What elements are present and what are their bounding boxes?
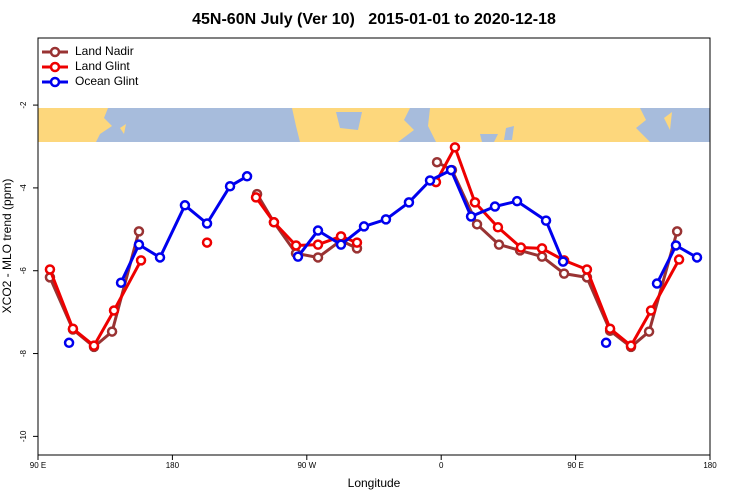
bay bbox=[336, 112, 362, 130]
legend-label: Land Glint bbox=[75, 59, 130, 73]
data-point bbox=[493, 239, 505, 250]
data-point bbox=[201, 218, 213, 229]
data-point bbox=[241, 171, 253, 182]
land bbox=[38, 108, 112, 142]
data-point bbox=[471, 219, 483, 230]
land bbox=[664, 112, 672, 130]
data-point bbox=[88, 340, 100, 351]
y-tick-label: -6 bbox=[19, 267, 28, 275]
data-point bbox=[224, 180, 236, 192]
chart-title: 45N-60N July (Ver 10) 2015-01-01 to 2020… bbox=[192, 11, 556, 28]
y-tick-label: -4 bbox=[19, 184, 28, 192]
data-point bbox=[673, 254, 685, 265]
data-point bbox=[179, 200, 191, 211]
data-point bbox=[645, 305, 657, 316]
data-point bbox=[292, 251, 304, 262]
data-point bbox=[581, 264, 593, 275]
data-point bbox=[312, 252, 324, 263]
land bbox=[120, 124, 126, 134]
data-point bbox=[358, 221, 370, 232]
map-strip bbox=[38, 108, 710, 142]
sea bbox=[480, 126, 514, 142]
data-point bbox=[424, 175, 436, 186]
data-point bbox=[431, 156, 443, 168]
data-point bbox=[63, 337, 75, 349]
data-point bbox=[335, 239, 347, 250]
data-point bbox=[115, 277, 127, 288]
data-point bbox=[403, 197, 415, 208]
data-point bbox=[312, 225, 324, 236]
data-point bbox=[515, 242, 527, 253]
data-point bbox=[133, 226, 145, 237]
plot-frame bbox=[37, 37, 711, 456]
data-point bbox=[380, 214, 392, 225]
data-point bbox=[557, 256, 569, 267]
data-point bbox=[558, 268, 570, 279]
data-point bbox=[106, 326, 118, 337]
data-point bbox=[465, 211, 477, 222]
data-point bbox=[154, 252, 166, 263]
data-point bbox=[600, 337, 612, 349]
data-point bbox=[604, 323, 616, 334]
data-point bbox=[268, 217, 280, 228]
data-point bbox=[536, 251, 548, 262]
data-point bbox=[449, 142, 461, 153]
x-axis-label: Longitude bbox=[348, 476, 401, 490]
x-tick-label: 180 bbox=[166, 461, 180, 470]
data-point bbox=[651, 278, 663, 289]
data-point bbox=[671, 226, 683, 237]
data-point bbox=[351, 237, 363, 248]
data-point bbox=[540, 215, 552, 226]
legend-marker bbox=[49, 61, 61, 73]
data-point bbox=[625, 340, 637, 351]
data-point bbox=[492, 221, 504, 233]
series-line bbox=[48, 160, 679, 349]
y-tick-label: -10 bbox=[19, 430, 28, 442]
y-tick-label: -8 bbox=[19, 349, 28, 357]
data-point bbox=[511, 195, 523, 207]
x-tick-label: 90 W bbox=[297, 461, 316, 470]
data-point bbox=[643, 326, 655, 337]
legend-label: Land Nadir bbox=[75, 44, 134, 58]
data-point bbox=[201, 237, 213, 248]
data-point bbox=[290, 240, 302, 251]
data-point bbox=[312, 239, 324, 250]
legend-marker bbox=[49, 46, 61, 58]
data-point bbox=[67, 323, 79, 334]
data-point bbox=[108, 305, 120, 316]
data-point bbox=[250, 192, 262, 203]
legend-marker bbox=[49, 76, 61, 88]
data-point bbox=[670, 240, 682, 251]
data-point bbox=[691, 252, 703, 263]
data-point bbox=[135, 255, 147, 266]
y-tick-label: -2 bbox=[19, 101, 28, 109]
legend-label: Ocean Glint bbox=[75, 74, 139, 88]
x-tick-label: 0 bbox=[439, 461, 444, 470]
data-point bbox=[489, 201, 501, 212]
x-tick-label: 90 E bbox=[567, 461, 583, 470]
data-point bbox=[44, 264, 56, 275]
data-point bbox=[469, 197, 481, 208]
data-point bbox=[536, 243, 548, 254]
x-tick-label: 90 E bbox=[30, 461, 46, 470]
land bbox=[428, 108, 650, 142]
data-point bbox=[335, 231, 347, 242]
y-axis-label: XCO2 - MLO trend (ppm) bbox=[0, 179, 14, 314]
x-tick-label: 180 bbox=[703, 461, 717, 470]
data-point bbox=[445, 164, 457, 176]
data-point bbox=[133, 239, 145, 250]
